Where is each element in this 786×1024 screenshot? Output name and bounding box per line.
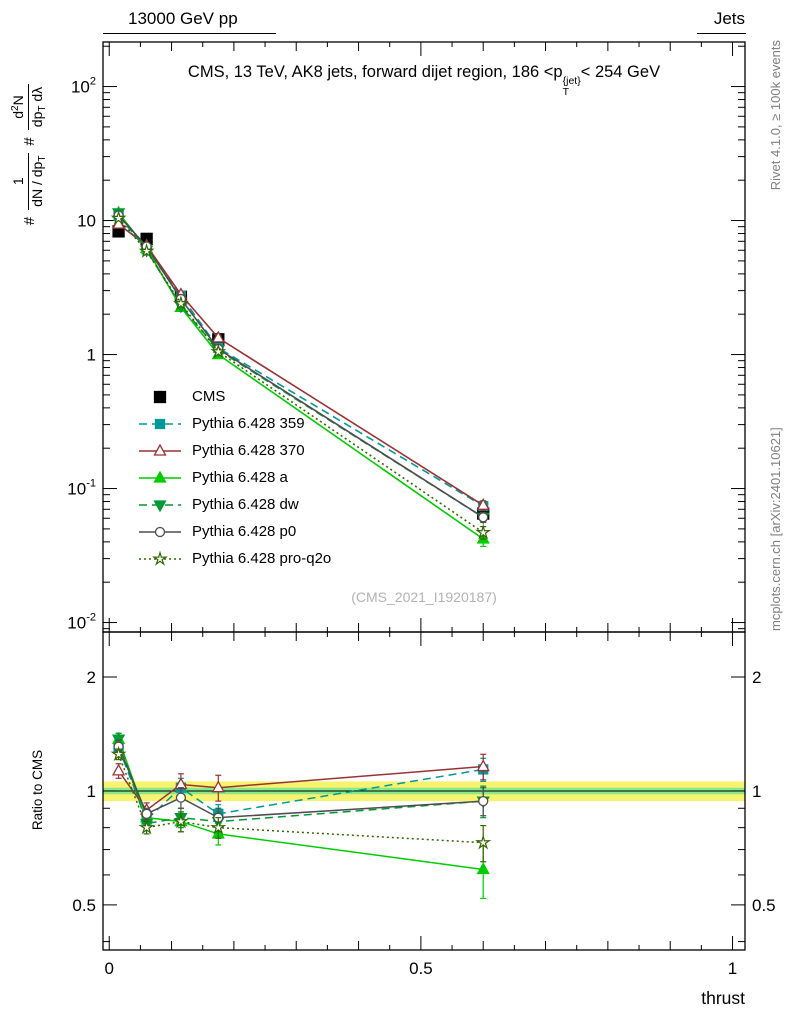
legend-sample-icon (139, 443, 181, 456)
svg-text:10-2: 10-2 (67, 612, 96, 633)
svg-text:1: 1 (728, 959, 737, 978)
series-pythia-6-428-pro-q2o (110, 209, 492, 863)
svg-text:10: 10 (77, 212, 96, 231)
svg-text:1: 1 (752, 782, 761, 801)
legend-item: Pythia 6.428 a (137, 464, 331, 491)
legend-item: CMS (137, 383, 331, 410)
ylabel-frac1-num: 1 (10, 177, 26, 186)
legend-label: Pythia 6.428 359 (192, 415, 305, 432)
ylabel-frac1-den-sub: T (36, 155, 48, 162)
ylabel-frac2-den-b: dλ (28, 86, 45, 106)
plot-title-sup: {jet} (562, 75, 581, 87)
legend-item: Pythia 6.428 pro-q2o (137, 545, 331, 572)
svg-text:102: 102 (71, 76, 96, 97)
header-underline-left (103, 33, 276, 34)
ylabel-fraction-2: d2N dpT dλ (10, 83, 49, 131)
svg-text:0.5: 0.5 (409, 959, 433, 978)
ylabel-frac2-den: dpT dλ (27, 83, 49, 131)
legend-label: Pythia 6.428 dw (192, 496, 299, 513)
svg-text:0.5: 0.5 (752, 896, 776, 915)
plot-title-post: < 254 GeV (580, 63, 661, 81)
legend-item: Pythia 6.428 359 (137, 410, 331, 437)
ylabel-frac2-num-sup: 2 (10, 105, 21, 111)
legend-item: Pythia 6.428 dw (137, 491, 331, 518)
legend-label: Pythia 6.428 a (192, 469, 288, 486)
svg-text:0: 0 (104, 959, 113, 978)
x-axis-label: thrust (701, 988, 745, 1008)
y-axis-label-main: # 1 dN / dpT # d2N dpT dλ (10, 37, 49, 272)
svg-text:10-1: 10-1 (67, 478, 96, 499)
plot-title-pre: CMS, 13 TeV, AK8 jets, forward dijet reg… (187, 63, 563, 81)
header-beam-energy: 13000 GeV pp (128, 9, 238, 28)
rivet-version-text: Rivet 4.1.0, ≥ 100k events (768, 40, 783, 191)
legend-label: Pythia 6.428 370 (192, 442, 305, 459)
ylabel-hash-2: # (21, 137, 38, 146)
svg-text:1: 1 (87, 782, 96, 801)
ylabel-hash-1: # (21, 216, 38, 226)
svg-text:2: 2 (87, 668, 96, 687)
y-axis-label-ratio: Ratio to CMS (30, 749, 45, 831)
plot-title: CMS, 13 TeV, AK8 jets, forward dijet reg… (103, 63, 745, 97)
ylabel-frac1-den: dN / dpT (27, 152, 49, 210)
ylabel-frac2-num: d2N (10, 92, 28, 121)
legend-label: CMS (192, 388, 226, 405)
legend-sample-icon (153, 390, 167, 403)
pt-jet-notation: {jet} T (563, 76, 581, 97)
svg-text:1: 1 (87, 346, 96, 365)
svg-text:0.5: 0.5 (72, 896, 96, 915)
analysis-id-watermark: (CMS_2021_I1920187) (351, 589, 497, 605)
legend-item: Pythia 6.428 370 (137, 437, 331, 464)
ylabel-frac2-den-sub: T (36, 105, 48, 112)
ylabel-frac2-num-a: d (10, 110, 26, 119)
legend-sample-icon (139, 499, 181, 512)
ylabel-frac1-den-text: dN / dp (28, 161, 45, 207)
mcplots-reference-text: mcplots.cern.ch [arXiv:2401.10621] (768, 427, 783, 631)
plot-title-sub: T (562, 85, 570, 98)
legend-item: Pythia 6.428 p0 (137, 518, 331, 545)
legend-sample-icon (139, 550, 181, 566)
legend-sample-icon (139, 470, 181, 483)
header-analysis-group: Jets (713, 9, 745, 28)
legend-label: Pythia 6.428 p0 (192, 523, 297, 540)
ratio-panel-frame (102, 631, 746, 951)
ylabel-frac2-num-b: N (10, 95, 26, 106)
ylabel-frac2-den-a: dp (28, 111, 45, 128)
legend-sample-icon (139, 418, 181, 429)
legend: CMS Pythia 6.428 359 Pythia 6.428 370 Pythi… (137, 383, 331, 572)
svg-text:2: 2 (752, 668, 761, 687)
legend-label: Pythia 6.428 pro-q2o (192, 550, 332, 567)
header-underline-right (697, 33, 746, 34)
ylabel-fraction-1: 1 dN / dpT (10, 152, 49, 210)
legend-sample-icon (139, 526, 181, 537)
